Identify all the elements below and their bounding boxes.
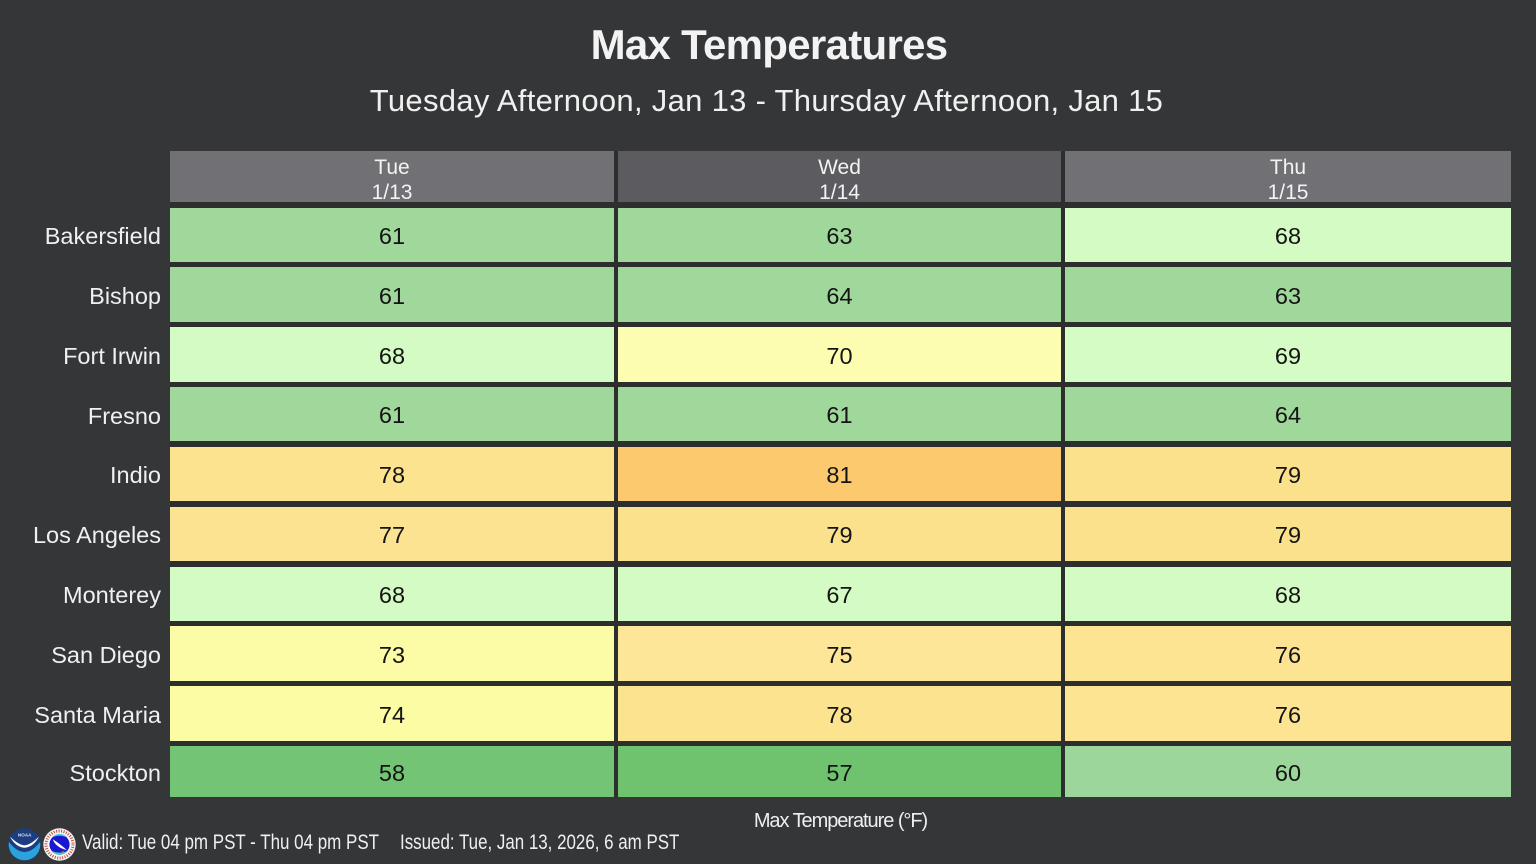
svg-text:NOAA: NOAA <box>18 832 32 837</box>
